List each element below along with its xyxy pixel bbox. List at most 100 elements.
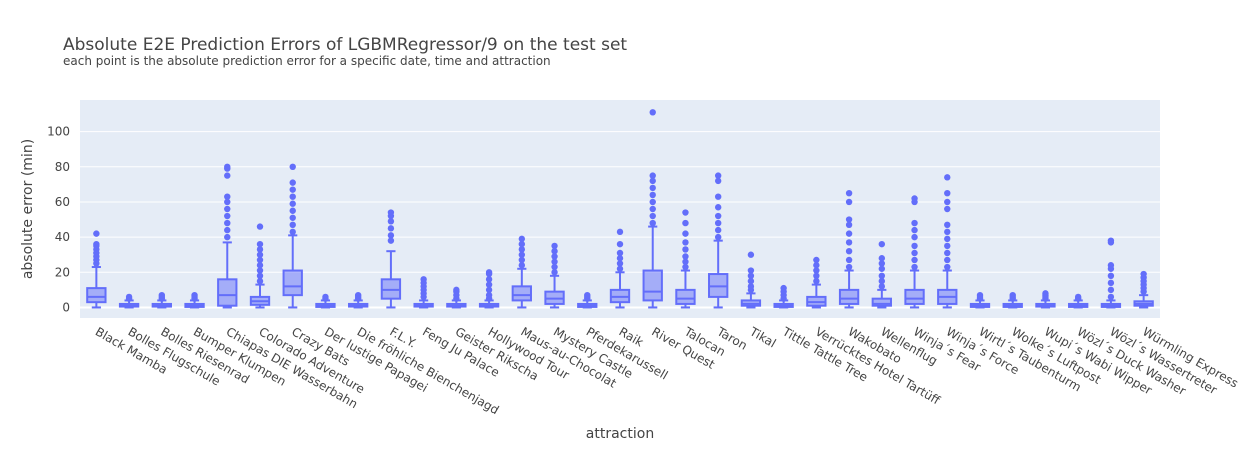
- outlier-point: [813, 267, 820, 274]
- outlier-point: [944, 221, 951, 229]
- outlier-point: [845, 189, 853, 197]
- outlier-point: [289, 228, 296, 236]
- box-0: [86, 230, 107, 309]
- chart-subtitle: each point is the absolute prediction er…: [63, 54, 551, 68]
- outlier-point: [551, 258, 558, 265]
- y-tick-label: 100: [47, 125, 70, 139]
- outlier-point: [518, 251, 526, 258]
- outlier-point: [1074, 293, 1082, 301]
- outlier-point: [747, 272, 755, 280]
- outlier-point: [714, 204, 722, 211]
- box-17: [642, 109, 663, 309]
- outlier-point: [1042, 290, 1049, 297]
- outlier-point: [682, 230, 689, 237]
- box-4: [217, 163, 238, 309]
- outlier-point: [256, 277, 264, 285]
- box-22: [806, 256, 827, 309]
- outlier-point: [289, 193, 296, 200]
- outlier-point: [682, 263, 689, 271]
- outlier-point: [485, 276, 493, 283]
- outlier-point: [649, 109, 656, 116]
- outlier-point: [714, 219, 722, 227]
- outlier-point: [616, 260, 624, 267]
- outlier-point: [1107, 237, 1115, 244]
- outlier-point: [780, 284, 787, 292]
- outlier-point: [224, 205, 231, 213]
- outlier-point: [485, 286, 493, 294]
- outlier-point: [256, 272, 264, 280]
- outlier-point: [518, 246, 526, 253]
- box-26: [937, 174, 958, 309]
- outlier-point: [911, 256, 918, 264]
- outlier-point: [911, 195, 918, 202]
- outlier-point: [289, 186, 296, 193]
- box-body: [838, 288, 860, 305]
- outlier-point: [747, 267, 755, 274]
- box-body: [511, 285, 532, 302]
- outlier-point: [387, 237, 395, 244]
- box-19: [708, 172, 729, 309]
- outlier-point: [518, 256, 526, 264]
- box-21: [773, 284, 794, 309]
- outlier-point: [813, 262, 820, 269]
- outlier-point: [616, 265, 624, 272]
- outlier-point: [911, 233, 918, 241]
- outlier-point: [256, 267, 264, 274]
- outlier-point: [944, 256, 951, 264]
- outlier-point: [420, 276, 427, 283]
- outlier-point: [1107, 272, 1115, 280]
- box-30: [1068, 293, 1089, 309]
- outlier-point: [256, 246, 264, 253]
- box-32: [1133, 270, 1154, 309]
- outlier-point: [256, 240, 264, 248]
- outlier-point: [93, 230, 100, 237]
- outlier-point: [747, 277, 755, 285]
- boxes: [86, 109, 1154, 309]
- outlier-point: [845, 216, 853, 223]
- outlier-point: [878, 260, 886, 267]
- outlier-point: [485, 269, 493, 276]
- outlier-point: [616, 255, 624, 262]
- outlier-point: [387, 232, 395, 239]
- outlier-point: [518, 262, 526, 269]
- box-11: [446, 286, 467, 309]
- box-body: [642, 269, 663, 302]
- outlier-point: [878, 283, 886, 290]
- box-13: [511, 235, 532, 309]
- outlier-point: [845, 247, 853, 255]
- outlier-point: [453, 286, 460, 294]
- outlier-point: [944, 205, 951, 213]
- outlier-point: [256, 223, 264, 230]
- box-24: [871, 240, 892, 309]
- outlier-point: [224, 226, 231, 234]
- outlier-point: [714, 172, 722, 179]
- y-tick-label: 80: [55, 160, 70, 174]
- box-10: [413, 276, 434, 309]
- box-18: [675, 209, 696, 309]
- outlier-point: [845, 230, 853, 237]
- outlier-point: [976, 291, 984, 299]
- box-29: [1035, 290, 1056, 309]
- box-20: [740, 251, 762, 309]
- outlier-point: [714, 193, 722, 200]
- y-tick-label: 0: [62, 300, 70, 314]
- box-16: [609, 228, 631, 309]
- box-8: [348, 291, 369, 309]
- outlier-point: [845, 263, 853, 271]
- outlier-point: [354, 291, 362, 299]
- outlier-point: [256, 251, 264, 258]
- y-axis-label: absolute error (min): [20, 139, 36, 279]
- outlier-point: [387, 218, 395, 225]
- outlier-point: [1009, 291, 1016, 299]
- outlier-point: [911, 226, 918, 234]
- outlier-point: [289, 207, 296, 214]
- box-3: [184, 291, 205, 309]
- outlier-point: [289, 221, 296, 229]
- outlier-point: [125, 293, 133, 301]
- outlier-point: [845, 221, 853, 229]
- outlier-point: [551, 253, 558, 260]
- outlier-point: [682, 258, 689, 265]
- box-28: [1002, 291, 1023, 309]
